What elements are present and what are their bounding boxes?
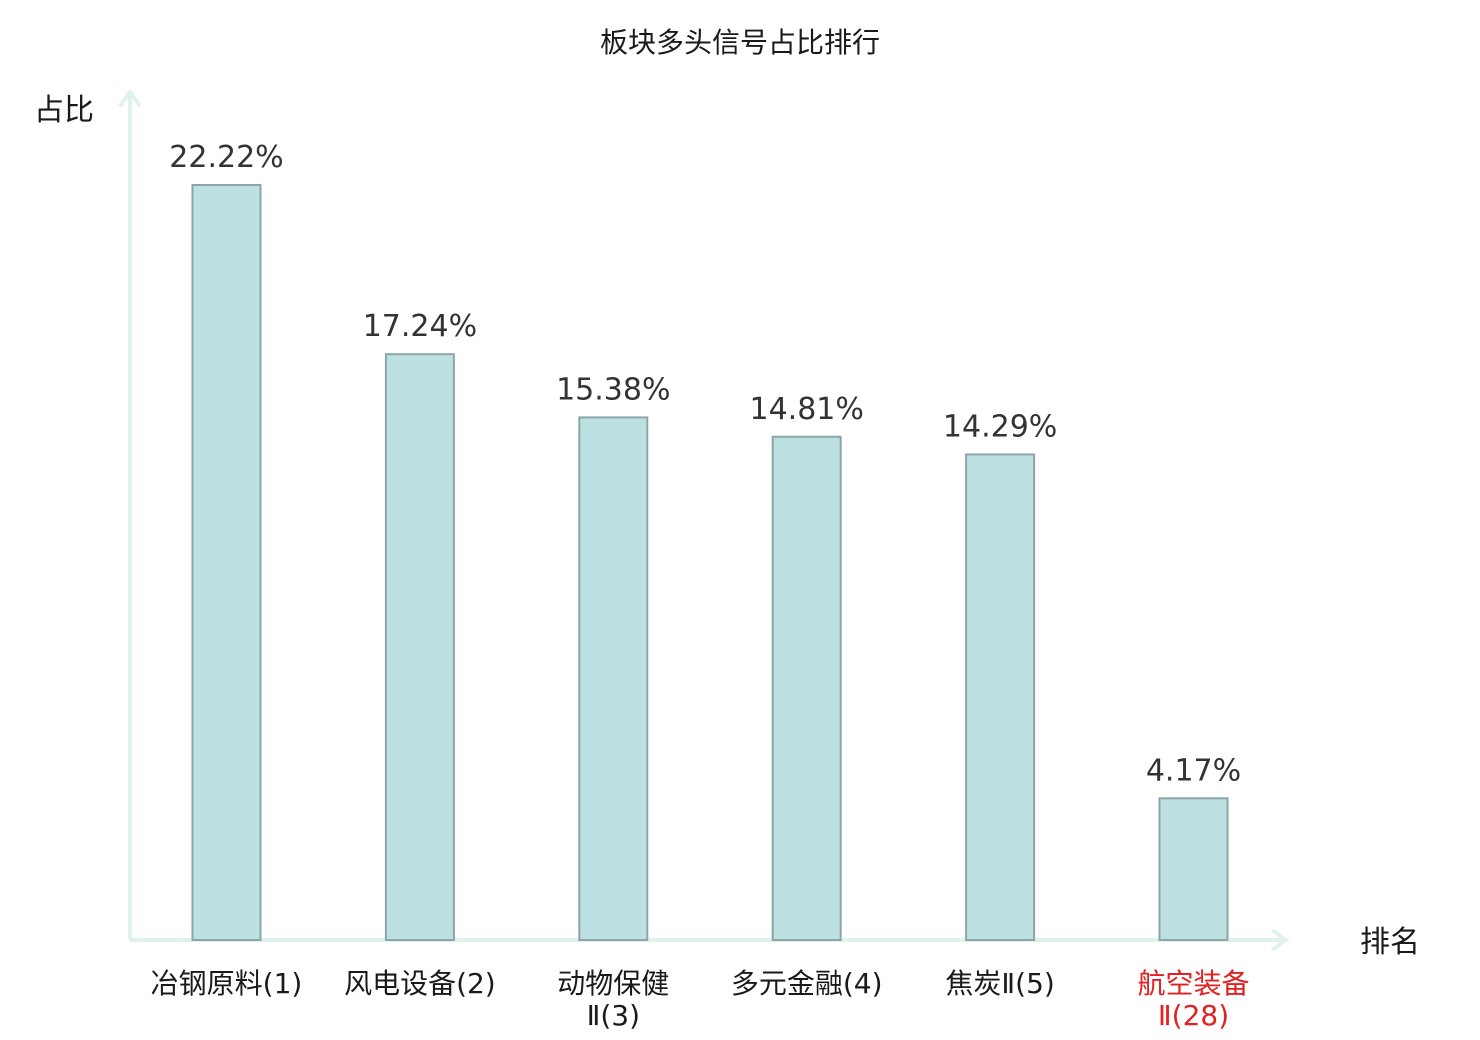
bar-value-label: 22.22% xyxy=(169,140,283,175)
category-label: 风电设备(2) xyxy=(344,967,496,1000)
bar-value-label: 14.81% xyxy=(750,392,864,427)
bar-value-label: 4.17% xyxy=(1146,753,1241,788)
bar xyxy=(771,435,842,941)
bar xyxy=(191,184,262,941)
bars-group xyxy=(191,184,1229,942)
chart-title: 板块多头信号占比排行 xyxy=(600,26,880,59)
value-labels-group: 22.22% 17.24% 15.38% 14.81% 14.29% 4.17% xyxy=(169,140,1241,788)
y-axis-arrow xyxy=(118,88,142,108)
bar xyxy=(965,453,1036,941)
category-label: Ⅱ(3) xyxy=(587,999,640,1032)
bar xyxy=(578,416,649,941)
bar xyxy=(1158,797,1229,941)
bar xyxy=(384,353,455,942)
bar-value-label: 14.29% xyxy=(943,409,1057,444)
y-axis-label: 占比 xyxy=(34,93,94,128)
x-axis-label: 排名 xyxy=(1360,925,1420,960)
category-label: 焦炭Ⅱ(5) xyxy=(945,967,1054,1000)
bar-value-label: 17.24% xyxy=(363,309,477,344)
x-axis-arrow xyxy=(1270,928,1290,952)
axes xyxy=(118,88,1290,952)
category-label: 多元金融(4) xyxy=(731,967,883,1000)
category-label: 动物保健 xyxy=(557,967,669,1000)
category-label: 冶钢原料(1) xyxy=(151,967,303,1000)
category-label: 航空装备 xyxy=(1137,967,1249,1000)
bar-value-label: 15.38% xyxy=(556,372,670,407)
category-label: Ⅱ(28) xyxy=(1158,999,1229,1032)
